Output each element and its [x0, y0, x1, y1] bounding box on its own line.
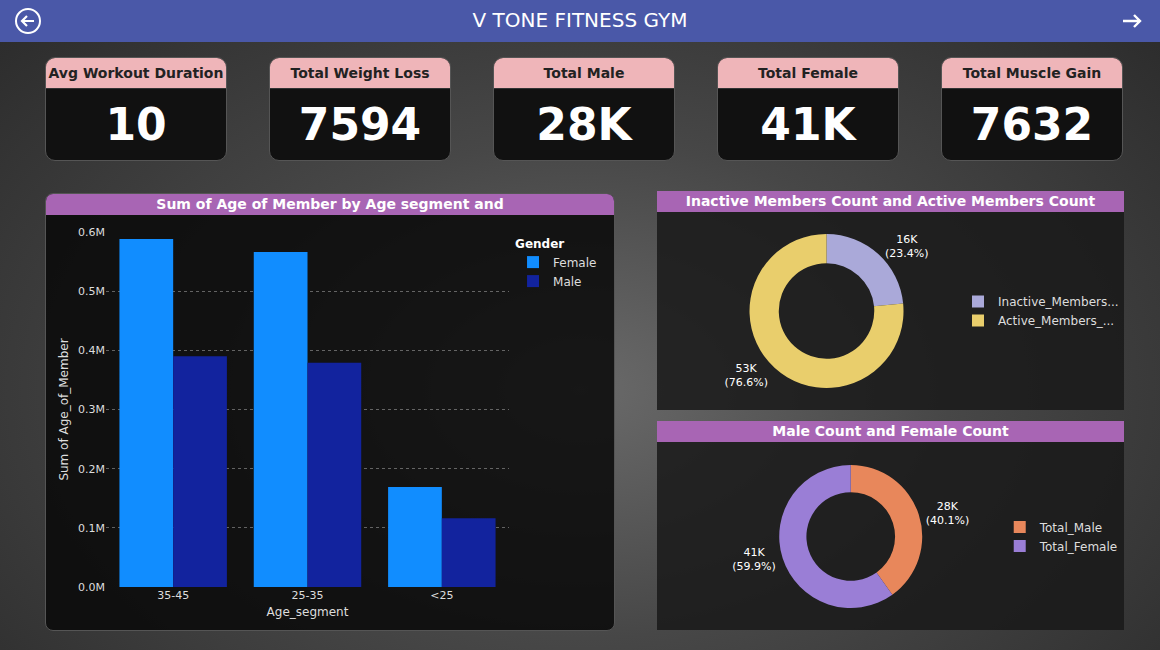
svg-text:0.1M: 0.1M [78, 522, 105, 535]
html-text:Inactive Members Count and Act: Inactive Members Count and Active Member… [685, 193, 1096, 209]
svg-text:0.4M: 0.4M [78, 344, 105, 357]
html-text:28K: 28K [536, 99, 632, 150]
html-text:Total Female: Total Female [758, 65, 858, 81]
html-text:Total Muscle Gain: Total Muscle Gain [962, 65, 1102, 81]
html-text:V TONE FITNESS GYM: V TONE FITNESS GYM [472, 8, 688, 32]
html-text:Male Count and Female Count: Male Count and Female Count [772, 423, 1009, 439]
svg-text:Male: Male [553, 275, 581, 289]
html-text:Avg Workout Duration: Avg Workout Duration [48, 65, 224, 81]
html-text:Sum of Age of Member by Age se: Sum of Age of Member by Age segment and [156, 196, 504, 212]
svg-text:Inactive_Members...: Inactive_Members... [998, 295, 1119, 309]
html-text:7632: 7632 [970, 99, 1094, 150]
svg-text:53K(76.6%): 53K(76.6%) [724, 362, 768, 389]
html-text:7594: 7594 [298, 99, 422, 150]
html-text:Total Male: Total Male [543, 65, 625, 81]
svg-text:0.5M: 0.5M [78, 285, 105, 298]
svg-text:28K(40.1%): 28K(40.1%) [926, 500, 970, 527]
svg-text:0.2M: 0.2M [78, 463, 105, 476]
svg-text:Age_segment: Age_segment [267, 605, 349, 619]
svg-text:Total_Female: Total_Female [1039, 540, 1117, 554]
svg-text:Total_Male: Total_Male [1039, 521, 1102, 535]
html-text:10: 10 [105, 99, 167, 150]
svg-text:35-45: 35-45 [157, 589, 189, 602]
html-text:41K: 41K [760, 99, 856, 150]
svg-text:16K(23.4%): 16K(23.4%) [885, 233, 929, 260]
svg-text:<25: <25 [430, 589, 453, 602]
svg-text:Active_Members_...: Active_Members_... [998, 314, 1114, 328]
svg-text:0.6M: 0.6M [78, 226, 105, 239]
svg-text:Gender: Gender [515, 237, 564, 251]
svg-text:Sum of Age_of_Member: Sum of Age_of_Member [57, 338, 71, 480]
svg-text:0.3M: 0.3M [78, 403, 105, 416]
svg-text:25-35: 25-35 [292, 589, 324, 602]
svg-text:Female: Female [553, 256, 596, 270]
svg-text:41K(59.9%): 41K(59.9%) [732, 546, 776, 573]
svg-text:0.0M: 0.0M [78, 581, 105, 594]
html-text:Total Weight Loss: Total Weight Loss [290, 65, 430, 81]
